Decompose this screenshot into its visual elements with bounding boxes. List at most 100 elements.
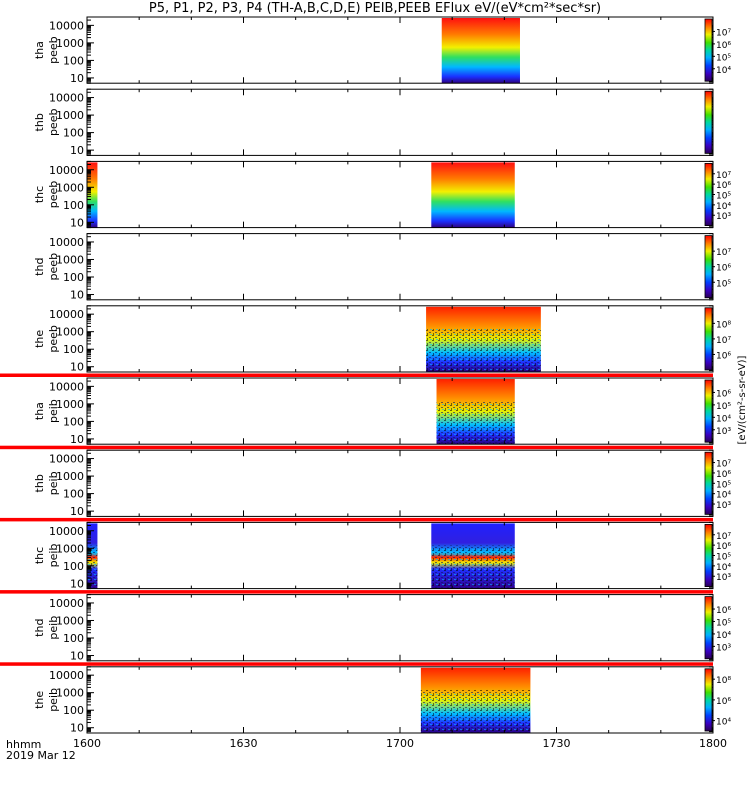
y-tick-label: 10 (70, 433, 84, 446)
panel-ylabel: thc (33, 186, 46, 203)
colorbar-tick-label: 10³ (716, 573, 731, 583)
y-tick-label: 100 (63, 199, 84, 212)
y-tick-label: 10000 (49, 525, 84, 538)
y-tick-label: 10 (70, 650, 84, 663)
colorbar-tick-label: 10⁴ (716, 563, 731, 573)
colorbar-tick-label: 10⁶ (716, 606, 731, 616)
panel-ylabel: peib (47, 544, 60, 568)
colorbar-tick-label: 10⁶ (716, 697, 731, 707)
y-tick-label: 10 (70, 505, 84, 518)
panel-ylabel: tha (33, 41, 46, 59)
panel-frame (86, 521, 714, 590)
colorbar-tick-label: 10⁵ (716, 618, 731, 628)
colorbar (704, 307, 713, 371)
panel-ylabel: peeb (47, 36, 60, 64)
panel-frame (86, 88, 714, 156)
colorbar (704, 235, 713, 299)
colorbar-tick-label: 10⁷ (716, 460, 731, 470)
y-tick-label: 10000 (49, 92, 84, 105)
colorbar-tick-label: 10⁵ (716, 192, 731, 202)
y-tick-label: 100 (63, 632, 84, 645)
chart-title: P5, P1, P2, P3, P4 (TH-A,B,C,D,E) PEIB,P… (148, 1, 602, 16)
spectrogram-block (87, 162, 98, 228)
panel-frame (86, 233, 714, 301)
panel-ylabel: peeb (47, 253, 60, 281)
panel-separator-band (0, 517, 713, 522)
panel-frame (86, 305, 714, 373)
colorbar-tick-label: 10⁴ (716, 66, 731, 76)
panel-ylabel: thc (33, 547, 46, 564)
spectrogram-noise (436, 401, 515, 445)
colorbar-tick-label: 10⁷ (716, 532, 731, 542)
y-tick-label: 10000 (49, 19, 84, 32)
x-axis-time-label: hhmm (6, 738, 42, 751)
colorbar (704, 668, 713, 732)
colorbar-tick-label: 10⁶ (716, 41, 731, 51)
y-tick-label: 100 (63, 271, 84, 284)
panel-frame (86, 160, 714, 229)
panel-ylabel: thb (33, 474, 46, 492)
y-tick-label: 10000 (49, 308, 84, 321)
panel-frame (86, 449, 714, 517)
panel-ylabel: tha (33, 402, 46, 420)
panel-ylabel: the (33, 691, 46, 709)
colorbar-tick-label: 10⁶ (716, 389, 731, 399)
y-tick-label: 1000 (56, 614, 84, 627)
y-tick-label: 100 (63, 54, 84, 67)
y-tick-label: 1000 (56, 326, 84, 339)
colorbar-tick-label: 10⁶ (716, 542, 731, 552)
colorbar-tick-label: 10⁷ (716, 336, 731, 346)
colorbar (704, 379, 713, 443)
panel-separator-band (0, 590, 713, 594)
y-tick-label: 100 (63, 704, 84, 717)
y-tick-label: 10000 (49, 236, 84, 249)
spectrogram-noise (87, 545, 98, 589)
y-tick-label: 10 (70, 722, 84, 735)
colorbar-tick-label: 10⁵ (716, 53, 731, 63)
panel-ylabel: thb (33, 113, 46, 131)
x-tick-label: 1730 (543, 737, 571, 750)
panel-ylabel: the (33, 330, 46, 348)
y-tick-label: 1000 (56, 687, 84, 700)
colorbar-tick-label: 10⁴ (716, 718, 731, 728)
colorbar-tick-label: 10⁷ (716, 28, 731, 38)
colorbar-tick-label: 10⁴ (716, 491, 731, 501)
y-tick-label: 10 (70, 72, 84, 85)
spectrogram-noise (431, 545, 515, 589)
colorbar (704, 596, 713, 660)
panel-ylabel: peib (47, 399, 60, 423)
y-tick-label: 100 (63, 343, 84, 356)
y-tick-label: 100 (63, 488, 84, 501)
colorbar-tick-label: 10⁵ (716, 402, 731, 412)
y-tick-label: 10000 (49, 164, 84, 177)
colorbar-tick-label: 10³ (716, 643, 731, 653)
colorbar-tick-label: 10⁸ (716, 676, 731, 686)
colorbar (704, 451, 713, 515)
panel-ylabel: peeb (47, 325, 60, 353)
date-label: 2019 Mar 12 (6, 749, 76, 762)
y-tick-label: 1000 (56, 398, 84, 411)
y-tick-label: 100 (63, 415, 84, 428)
panel-separator-band (0, 662, 713, 666)
colorbar (704, 90, 713, 154)
y-tick-label: 10 (70, 216, 84, 229)
colorbar-tick-label: 10³ (716, 501, 731, 511)
panel-frame (86, 377, 714, 445)
colorbar-tick-label: 10⁷ (716, 171, 731, 181)
y-tick-label: 10 (70, 289, 84, 302)
spectrogram-noise (426, 328, 541, 372)
colorbar-tick-label: 10⁴ (716, 631, 731, 641)
y-tick-label: 100 (63, 127, 84, 140)
colorbar-tick-label: 10⁵ (716, 279, 731, 289)
panel-ylabel: peeb (47, 109, 60, 137)
x-tick-label: 1600 (73, 737, 101, 750)
colorbar-tick-label: 10³ (716, 212, 731, 222)
colorbar-tick-label: 10⁸ (716, 320, 731, 330)
